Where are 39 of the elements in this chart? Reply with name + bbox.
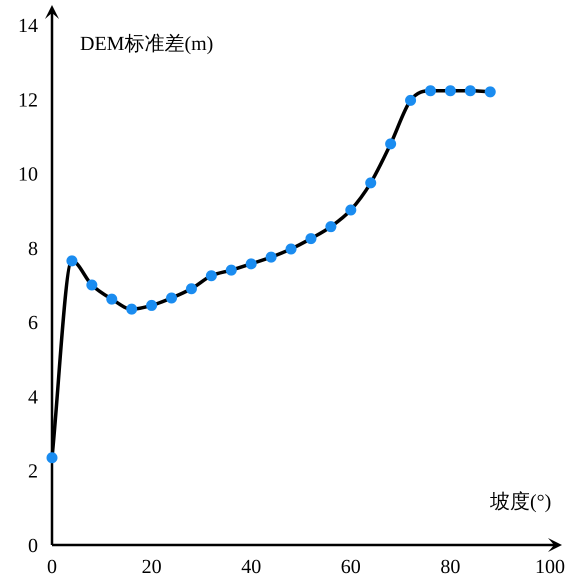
point bbox=[106, 294, 118, 305]
xtick: 60 bbox=[340, 556, 361, 578]
point bbox=[186, 283, 197, 294]
point bbox=[424, 85, 436, 96]
point bbox=[405, 94, 416, 106]
ytick: 14 bbox=[18, 15, 38, 37]
point bbox=[166, 292, 178, 304]
point bbox=[305, 233, 316, 244]
ytick: 0 bbox=[28, 535, 38, 557]
point bbox=[246, 258, 257, 270]
point bbox=[464, 85, 476, 96]
point bbox=[365, 177, 376, 188]
point bbox=[86, 280, 98, 290]
xtick: 40 bbox=[241, 556, 262, 578]
xtick: 80 bbox=[440, 556, 460, 578]
point bbox=[325, 221, 336, 232]
ylabel: DEM标准差(m) bbox=[80, 33, 214, 55]
point bbox=[146, 300, 158, 311]
point bbox=[206, 270, 217, 282]
point bbox=[345, 204, 356, 216]
ytick: 8 bbox=[28, 238, 38, 260]
point bbox=[385, 138, 396, 150]
point bbox=[266, 252, 277, 263]
ytick: 2 bbox=[28, 460, 38, 483]
xtick: 100 bbox=[535, 556, 565, 578]
ytick: 12 bbox=[18, 89, 38, 112]
ytick: 6 bbox=[28, 312, 38, 334]
ytick: 4 bbox=[28, 386, 38, 408]
point bbox=[46, 452, 58, 464]
xtick: 20 bbox=[142, 556, 162, 578]
point bbox=[286, 243, 297, 254]
point bbox=[126, 304, 138, 315]
xtick: 0 bbox=[47, 556, 57, 578]
xlabel: 坡度(°) bbox=[490, 491, 552, 513]
point bbox=[484, 86, 496, 98]
point bbox=[444, 85, 456, 96]
point bbox=[66, 255, 78, 266]
ytick: 10 bbox=[18, 164, 38, 186]
point bbox=[226, 264, 237, 276]
